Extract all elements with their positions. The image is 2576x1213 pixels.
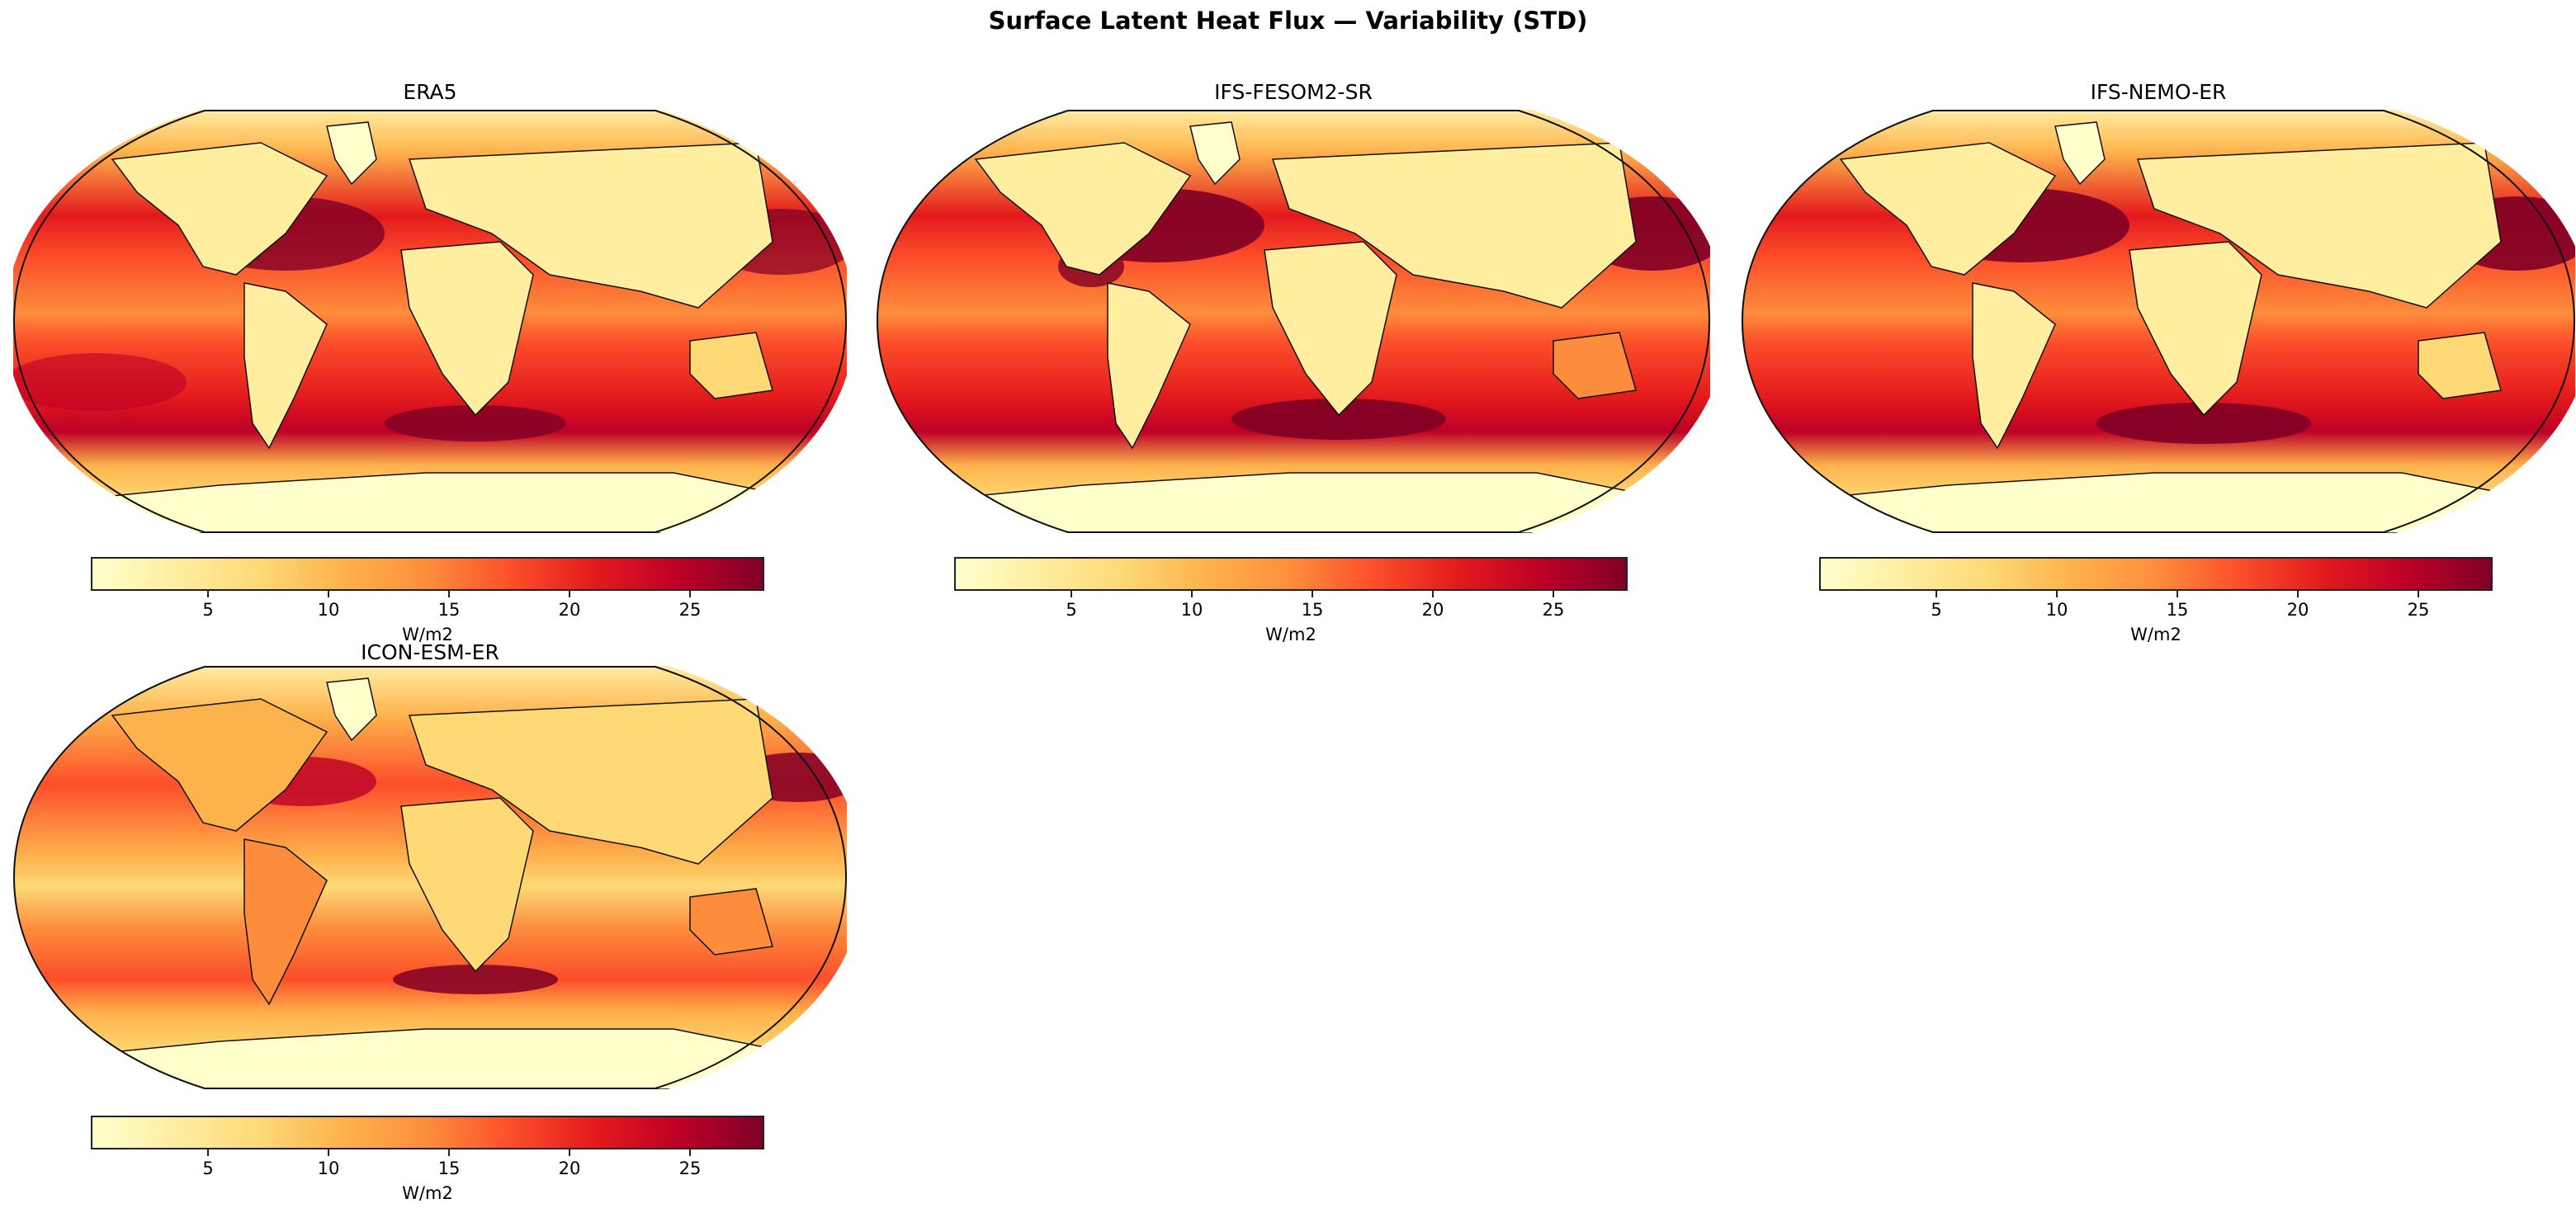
panel-title: ERA5 bbox=[403, 80, 457, 104]
tick-label: 5 bbox=[202, 1159, 214, 1178]
tick-label: 20 bbox=[1421, 600, 1444, 620]
tick-label: 5 bbox=[202, 600, 214, 620]
figure-title: Surface Latent Heat Flux — Variability (… bbox=[988, 7, 1588, 35]
colorbar-label: W/m2 bbox=[402, 1183, 453, 1203]
tick-label: 20 bbox=[558, 600, 581, 620]
panel-title: IFS-NEMO-ER bbox=[2090, 80, 2227, 104]
tick-label: 5 bbox=[1931, 600, 1942, 620]
tick-label: 10 bbox=[317, 1159, 340, 1178]
eurasia bbox=[408, 142, 773, 309]
greenland bbox=[326, 121, 377, 186]
tick-label: 10 bbox=[1180, 600, 1203, 620]
colorbar-label: W/m2 bbox=[2130, 625, 2181, 644]
heatmap-ifs-nemo-er bbox=[1742, 110, 2575, 533]
tick-label: 25 bbox=[2407, 600, 2430, 620]
tick-label: 15 bbox=[1301, 600, 1324, 620]
tick-label: 25 bbox=[678, 1159, 702, 1178]
tick-label: 25 bbox=[678, 600, 702, 620]
colorbar bbox=[1819, 557, 2493, 591]
panel-title: IFS-FESOM2-SR bbox=[1214, 80, 1373, 104]
heatmap-ifs-fesom2-sr bbox=[877, 110, 1710, 533]
tick-label: 5 bbox=[1066, 600, 1077, 620]
antarctica bbox=[13, 472, 847, 533]
colorbar-label: W/m2 bbox=[402, 625, 453, 644]
colorbar bbox=[91, 1116, 764, 1149]
tick-label: 25 bbox=[1542, 600, 1565, 620]
tick-label: 20 bbox=[2286, 600, 2309, 620]
australia bbox=[689, 332, 773, 399]
colorbar bbox=[91, 557, 764, 591]
africa bbox=[400, 241, 534, 417]
heatmap-icon-esm-er bbox=[13, 666, 847, 1089]
north-america bbox=[111, 142, 328, 276]
panel-title: ICON-ESM-ER bbox=[361, 640, 499, 664]
colorbar bbox=[954, 557, 1628, 591]
tick-label: 15 bbox=[2166, 600, 2189, 620]
tick-label: 15 bbox=[437, 1159, 461, 1178]
colorbar-label: W/m2 bbox=[1265, 625, 1316, 644]
tick-label: 20 bbox=[558, 1159, 581, 1178]
tick-label: 15 bbox=[437, 600, 461, 620]
heatmap-era5 bbox=[13, 110, 847, 533]
south-america bbox=[243, 282, 328, 450]
tick-label: 10 bbox=[2045, 600, 2068, 620]
tick-label: 10 bbox=[317, 600, 340, 620]
